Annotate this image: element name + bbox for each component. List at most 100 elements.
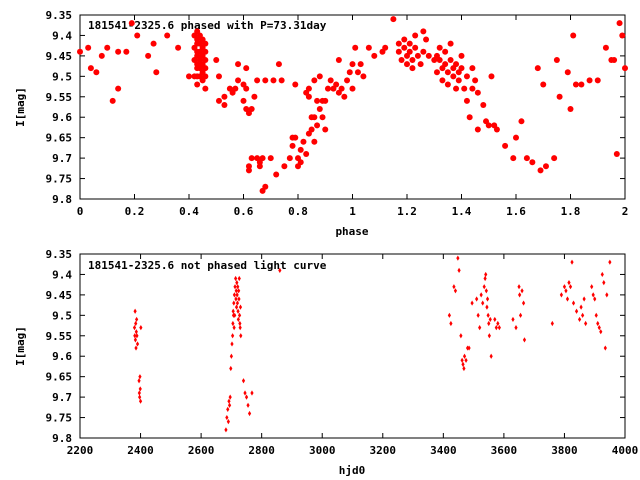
data-point xyxy=(278,77,285,84)
data-point xyxy=(453,85,460,92)
data-point xyxy=(494,325,498,331)
data-point xyxy=(581,312,585,318)
data-point xyxy=(232,292,237,298)
data-point xyxy=(314,122,321,129)
y-tick-label: 9.7 xyxy=(52,391,72,404)
data-point xyxy=(244,394,249,400)
data-point xyxy=(316,106,323,113)
data-point xyxy=(236,284,240,290)
data-point xyxy=(542,163,549,170)
data-point xyxy=(128,20,135,27)
data-point xyxy=(234,304,239,310)
x-tick-label: 3200 xyxy=(370,444,397,457)
x-tick-label: 2600 xyxy=(188,444,215,457)
data-point xyxy=(254,77,261,84)
data-point xyxy=(460,357,464,363)
data-point xyxy=(622,65,628,72)
data-point xyxy=(488,73,495,80)
data-point xyxy=(316,73,323,80)
data-point xyxy=(458,65,465,72)
data-points xyxy=(132,255,612,433)
data-point xyxy=(593,296,597,302)
data-point xyxy=(349,61,356,68)
y-tick-label: 9.75 xyxy=(46,173,73,186)
data-point xyxy=(442,61,449,68)
data-point xyxy=(417,61,424,68)
data-point xyxy=(228,394,232,400)
data-point xyxy=(236,308,240,314)
data-point xyxy=(365,44,372,51)
x-tick-label: 4000 xyxy=(612,444,639,457)
data-point xyxy=(439,77,446,84)
data-point xyxy=(488,316,492,323)
data-point xyxy=(134,329,138,335)
data-point xyxy=(238,325,242,331)
data-points xyxy=(77,16,628,194)
x-tick-label: 3000 xyxy=(309,444,336,457)
data-point xyxy=(594,77,601,84)
data-point xyxy=(229,353,233,359)
data-point xyxy=(305,93,312,100)
data-point xyxy=(236,316,240,323)
data-point xyxy=(474,126,481,133)
data-point xyxy=(475,296,479,302)
data-point xyxy=(452,284,456,290)
data-point xyxy=(322,97,329,104)
data-point xyxy=(311,77,318,84)
data-point xyxy=(458,52,465,59)
data-point xyxy=(234,288,238,294)
data-point xyxy=(570,259,574,265)
data-point xyxy=(409,65,416,72)
data-point xyxy=(134,345,138,351)
data-point xyxy=(137,390,141,396)
data-point xyxy=(568,284,573,290)
data-point xyxy=(324,85,331,92)
data-point xyxy=(247,410,252,417)
x-tick-label: 1.8 xyxy=(561,205,581,218)
data-point xyxy=(570,32,577,39)
data-point xyxy=(390,16,397,23)
data-point xyxy=(467,345,471,351)
data-point xyxy=(489,353,493,359)
data-point xyxy=(447,312,451,318)
y-tick-label: 9.55 xyxy=(46,91,73,104)
y-tick-label: 9.8 xyxy=(52,193,72,206)
data-point xyxy=(104,44,111,51)
data-point xyxy=(232,300,236,306)
data-point xyxy=(262,183,269,190)
data-point xyxy=(319,114,326,121)
data-point xyxy=(382,44,389,51)
data-point xyxy=(278,267,282,273)
phased-light-curve-chart: 181541-2325.6 phased with P=73.31day pha… xyxy=(14,9,628,238)
data-point xyxy=(227,402,232,408)
data-point xyxy=(513,134,519,141)
data-point xyxy=(251,93,258,100)
data-point xyxy=(574,308,579,314)
data-point xyxy=(461,85,468,92)
data-point xyxy=(597,325,601,331)
x-tick-label: 3600 xyxy=(491,444,518,457)
data-point xyxy=(567,280,571,286)
data-point xyxy=(259,155,266,162)
data-point xyxy=(357,61,364,68)
axis-ticks: 0 0.2 0.4 0.6 0.8 1 1.2 1.4 1.6 1.8 2 9.35 9.4 9.45 9.… xyxy=(46,9,629,218)
data-point xyxy=(344,77,351,84)
data-point xyxy=(480,101,487,108)
data-point xyxy=(523,155,530,162)
data-point xyxy=(231,320,235,327)
data-point xyxy=(518,292,522,298)
data-point xyxy=(235,280,239,286)
data-point xyxy=(243,85,250,92)
data-point xyxy=(139,325,143,331)
data-point xyxy=(497,325,501,331)
data-point xyxy=(577,316,582,323)
data-point xyxy=(292,81,299,88)
y-tick-label: 9.5 xyxy=(52,70,72,83)
data-point xyxy=(537,167,544,174)
data-point xyxy=(371,52,378,59)
data-point xyxy=(482,284,486,290)
data-point xyxy=(194,81,201,88)
data-point xyxy=(556,93,563,100)
data-point xyxy=(232,325,236,331)
data-point xyxy=(596,320,600,327)
